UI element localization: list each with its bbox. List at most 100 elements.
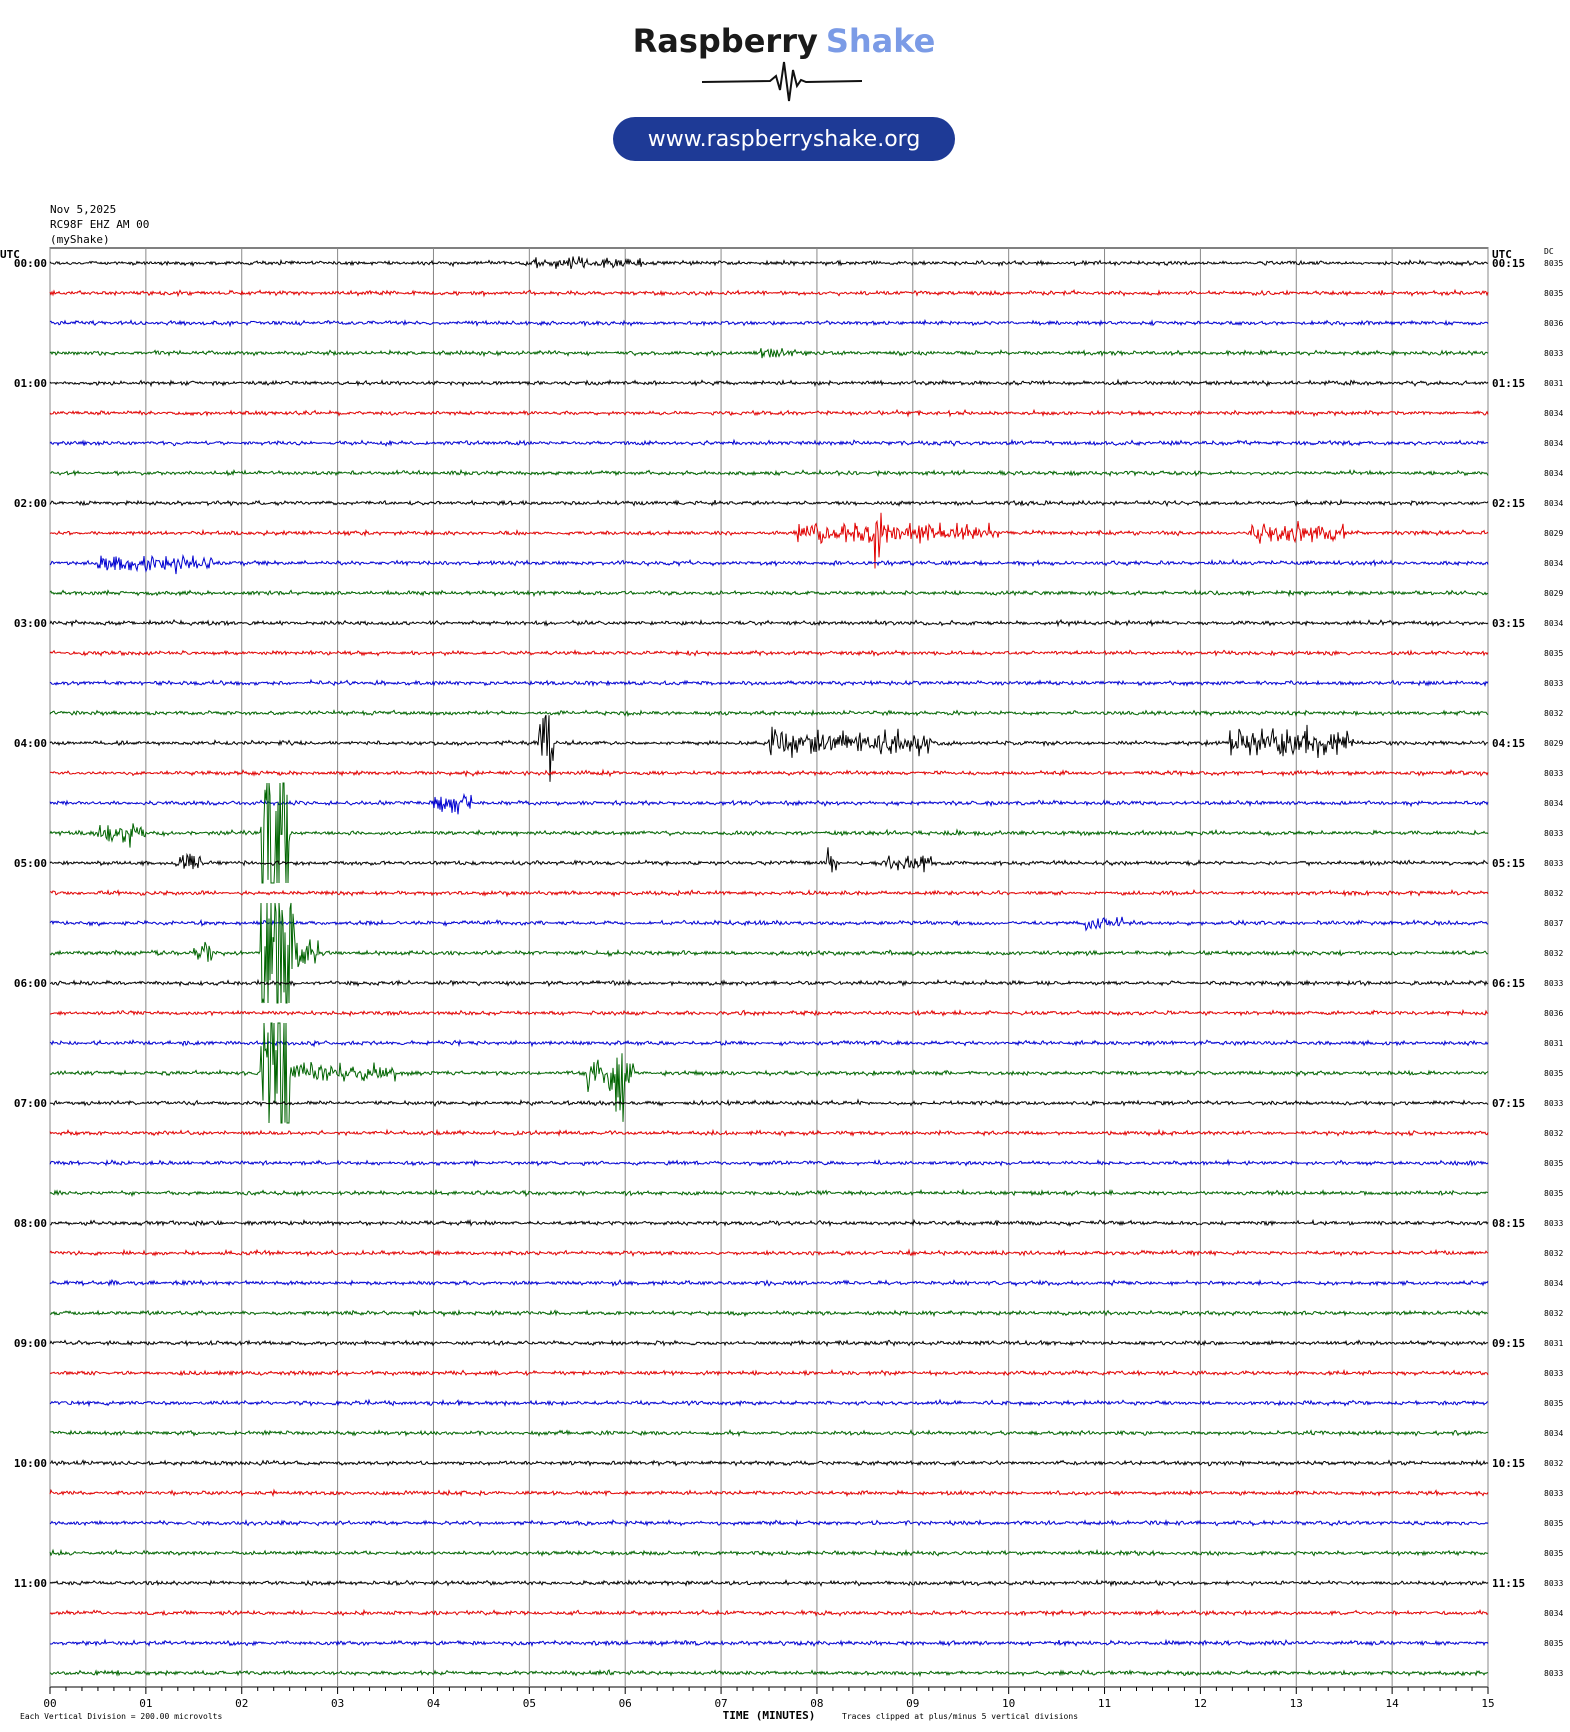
row-dc-value: 8033	[1544, 679, 1563, 688]
row-dc-value: 8034	[1544, 469, 1563, 478]
trace	[49, 1339, 1489, 1348]
row-dc-value: 8033	[1544, 1099, 1563, 1108]
row-dc-value: 8033	[1544, 769, 1563, 778]
trace	[49, 888, 1489, 898]
logo-url[interactable]: www.raspberryshake.org	[648, 127, 921, 152]
logo-brand: Raspberry	[633, 22, 818, 60]
trace	[49, 1188, 1488, 1198]
row-dc-value: 8035	[1544, 1519, 1563, 1528]
trace	[49, 1248, 1489, 1258]
trace	[49, 1128, 1489, 1138]
row-dc-value: 8032	[1544, 949, 1563, 958]
row-dc-value: 8033	[1544, 1489, 1563, 1498]
logo-pill[interactable]	[613, 117, 955, 161]
row-dc-value: 8035	[1544, 1639, 1563, 1648]
trace	[49, 1638, 1489, 1648]
x-tick-label: 07	[714, 1697, 727, 1710]
trace	[49, 768, 1489, 778]
row-left-label: 01:00	[14, 377, 47, 390]
row-left-label: 05:00	[14, 857, 47, 870]
x-tick-label: 01	[139, 1697, 152, 1710]
row-dc-value: 8035	[1544, 1189, 1563, 1198]
row-dc-value: 8035	[1544, 1069, 1563, 1078]
trace	[49, 256, 1488, 270]
trace	[49, 318, 1489, 328]
row-dc-value: 8035	[1544, 1399, 1563, 1408]
row-dc-value: 8031	[1544, 1339, 1563, 1348]
row-dc-value: 8034	[1544, 499, 1563, 508]
x-tick-label: 04	[427, 1697, 441, 1710]
row-dc-value: 8033	[1544, 859, 1563, 868]
row-dc-value: 8033	[1544, 349, 1563, 358]
x-tick-label: 13	[1290, 1697, 1303, 1710]
left-axis-title: UTC	[0, 248, 20, 261]
row-left-label: 00:00	[14, 257, 47, 270]
x-tick-label: 08	[810, 1697, 823, 1710]
header-network: (myShake)	[50, 233, 110, 246]
row-left-label: 04:00	[14, 737, 47, 750]
row-dc-value: 8036	[1544, 319, 1563, 328]
row-right-label: 00:15	[1492, 257, 1525, 270]
trace	[49, 1398, 1489, 1408]
row-left-label: 06:00	[14, 977, 47, 990]
trace	[49, 408, 1489, 418]
trace	[49, 916, 1489, 932]
row-dc-value: 8033	[1544, 1579, 1563, 1588]
header-station: RC98F EHZ AM 00	[50, 218, 149, 231]
x-tick-label: 03	[331, 1697, 344, 1710]
row-left-label: 03:00	[14, 617, 47, 630]
row-dc-value: 8032	[1544, 1309, 1563, 1318]
x-tick-label: 14	[1386, 1697, 1400, 1710]
row-dc-value: 8033	[1544, 1669, 1563, 1678]
trace	[49, 438, 1489, 447]
trace	[49, 512, 1489, 569]
x-tick-label: 00	[43, 1697, 56, 1710]
trace	[49, 1428, 1489, 1438]
row-left-label: 08:00	[14, 1217, 47, 1230]
trace	[49, 649, 1489, 657]
footer-scale: Each Vertical Division = 200.00 microvol…	[20, 1712, 222, 1721]
trace	[49, 1158, 1489, 1167]
trace	[49, 553, 1489, 575]
x-axis-title: TIME (MINUTES)	[723, 1709, 816, 1722]
trace	[49, 1098, 1489, 1108]
row-right-label: 05:15	[1492, 857, 1525, 870]
trace	[49, 1579, 1489, 1588]
row-left-label: 02:00	[14, 497, 47, 510]
x-tick-label: 10	[1002, 1697, 1015, 1710]
dc-title: DC	[1544, 247, 1554, 256]
x-tick-label: 12	[1194, 1697, 1207, 1710]
trace	[49, 1218, 1489, 1227]
trace	[49, 378, 1489, 388]
trace	[49, 288, 1489, 298]
row-left-label: 11:00	[14, 1577, 47, 1590]
row-dc-value: 8029	[1544, 529, 1563, 538]
row-dc-value: 8034	[1544, 409, 1563, 418]
row-dc-value: 8034	[1544, 619, 1563, 628]
row-dc-value: 8035	[1544, 1159, 1563, 1168]
row-right-label: 04:15	[1492, 737, 1525, 750]
row-dc-value: 8034	[1544, 1429, 1563, 1438]
trace	[49, 782, 1489, 884]
row-right-label: 03:15	[1492, 617, 1525, 630]
row-dc-value: 8033	[1544, 829, 1563, 838]
trace	[49, 1368, 1489, 1377]
trace	[49, 978, 1489, 988]
row-dc-value: 8036	[1544, 1009, 1563, 1018]
row-right-label: 09:15	[1492, 1337, 1525, 1350]
trace	[49, 1039, 1489, 1048]
trace	[49, 1518, 1489, 1528]
row-dc-value: 8035	[1544, 1549, 1563, 1558]
trace	[50, 468, 1489, 478]
row-right-label: 02:15	[1492, 497, 1525, 510]
row-dc-value: 8034	[1544, 1609, 1563, 1618]
trace	[49, 1459, 1489, 1468]
row-dc-value: 8031	[1544, 1039, 1563, 1048]
trace	[49, 678, 1489, 688]
trace	[49, 589, 1489, 598]
trace	[49, 1309, 1489, 1318]
row-dc-value: 8032	[1544, 1249, 1563, 1258]
trace	[49, 1669, 1489, 1678]
trace	[49, 902, 1489, 1004]
row-right-label: 01:15	[1492, 377, 1525, 390]
